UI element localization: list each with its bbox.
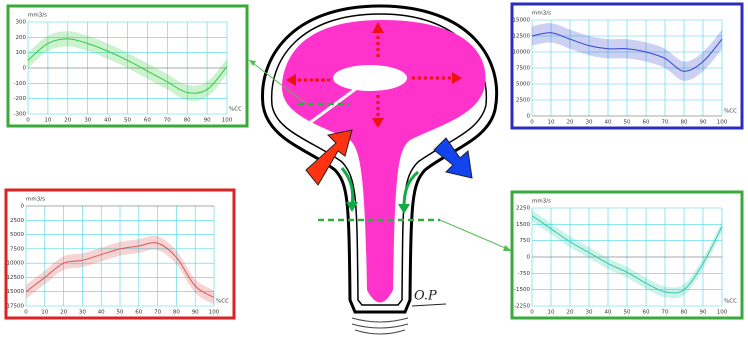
x-tick-label: 50 <box>117 310 124 316</box>
x-tick-label: 0 <box>26 118 30 124</box>
y-tick-label: 2250 <box>516 206 530 212</box>
y-tick-label: 2500 <box>10 218 24 224</box>
x-tick-label: 90 <box>204 118 211 124</box>
y-axis-label: mm3/s <box>26 197 45 203</box>
x-tick-label: 10 <box>41 310 48 316</box>
hole <box>333 65 407 91</box>
x-tick-label: 30 <box>586 120 593 126</box>
y-tick-label: 0 <box>21 204 25 210</box>
x-tick-label: 80 <box>681 120 688 126</box>
y-tick-label: 100 <box>16 50 27 56</box>
x-tick-label: 40 <box>104 118 111 124</box>
x-tick-label: 0 <box>24 310 28 316</box>
y-axis-label: mm3/s <box>532 199 551 205</box>
x-tick-label: 90 <box>700 120 707 126</box>
x-tick-label: 50 <box>624 120 631 126</box>
chart: mm3/s %CC 0 10 20 30 40 50 60 70 80 90 100 -300 -200 -1… <box>8 6 247 126</box>
diagram: O.P mm3/s%CC0102030405060708090100-300-2… <box>0 0 748 339</box>
y-tick-label: -1500 <box>514 287 530 293</box>
x-tick-label: 10 <box>44 118 51 124</box>
y-tick-label: 15000 <box>513 18 531 24</box>
x-tick-label: 100 <box>222 118 233 124</box>
x-tick-label: 80 <box>184 118 191 124</box>
x-tick-label: 70 <box>164 118 171 124</box>
y-tick-label: 7500 <box>516 66 530 72</box>
y-tick-label: -200 <box>14 96 27 102</box>
y-tick-label: -2250 <box>514 304 530 310</box>
chart: mm3/s %CC 0 10 20 30 40 50 60 70 80 90 100 -2250 -1500… <box>512 192 742 318</box>
bladder-drawing: O.P <box>249 6 512 334</box>
x-tick-label: 40 <box>605 310 612 316</box>
x-tick-label: 90 <box>700 310 707 316</box>
y-tick-label: -750 <box>518 271 531 277</box>
y-tick-label: 200 <box>16 35 27 41</box>
y-tick-label: 12500 <box>513 34 531 40</box>
x-tick-label: 30 <box>586 310 593 316</box>
y-tick-label: 7500 <box>10 246 24 252</box>
x-tick-label: 90 <box>192 310 199 316</box>
x-tick-label: 20 <box>64 118 71 124</box>
x-tick-label: 70 <box>662 120 669 126</box>
signature-underline <box>412 304 446 306</box>
y-tick-label: 0 <box>527 255 531 261</box>
x-tick-label: 0 <box>530 310 534 316</box>
x-tick-label: 100 <box>717 120 728 126</box>
x-tick-label: 20 <box>567 310 574 316</box>
x-axis-label: %CC <box>229 107 242 113</box>
y-tick-label: -300 <box>14 112 27 118</box>
x-tick-label: 50 <box>124 118 131 124</box>
signature: O.P <box>414 289 437 304</box>
x-axis-label: %CC <box>216 299 229 305</box>
x-tick-label: 100 <box>717 310 728 316</box>
x-tick-label: 0 <box>530 120 534 126</box>
y-tick-label: 1500 <box>516 222 530 228</box>
x-tick-label: 70 <box>154 310 161 316</box>
x-tick-label: 50 <box>624 310 631 316</box>
x-tick-label: 80 <box>681 310 688 316</box>
y-tick-label: 5000 <box>10 232 24 238</box>
y-tick-label: 2500 <box>516 98 530 104</box>
x-tick-label: 70 <box>662 310 669 316</box>
x-tick-label: 100 <box>209 310 220 316</box>
x-axis-label: %CC <box>724 109 737 115</box>
chart: mm3/s %CC 0 10 20 30 40 50 60 70 80 90 100 0 2500 5000 7… <box>6 190 234 318</box>
y-tick-label: 10000 <box>513 50 531 56</box>
y-tick-label: 300 <box>16 20 27 26</box>
y-tick-label: 10000 <box>7 261 25 267</box>
y-tick-label: 5000 <box>516 82 530 88</box>
x-axis-label: %CC <box>724 299 737 305</box>
x-tick-label: 40 <box>605 120 612 126</box>
chart: mm3/s %CC 0 10 20 30 40 50 60 70 80 90 100 0 2500 5000 7… <box>512 4 742 128</box>
x-tick-label: 10 <box>548 310 555 316</box>
x-tick-label: 30 <box>79 310 86 316</box>
x-tick-label: 80 <box>173 310 180 316</box>
x-tick-label: 60 <box>144 118 151 124</box>
y-tick-label: 17500 <box>7 304 25 310</box>
vibration-marks <box>352 318 408 334</box>
y-axis-label: mm3/s <box>28 13 47 19</box>
x-tick-label: 30 <box>84 118 91 124</box>
x-tick-label: 20 <box>60 310 67 316</box>
y-tick-label: 12500 <box>7 275 25 281</box>
y-tick-label: 0 <box>23 66 27 72</box>
x-tick-label: 60 <box>643 120 650 126</box>
x-tick-label: 60 <box>643 310 650 316</box>
y-tick-label: 750 <box>520 238 531 244</box>
y-tick-label: 0 <box>527 114 531 120</box>
x-tick-label: 10 <box>548 120 555 126</box>
y-axis-label: mm3/s <box>532 11 551 17</box>
x-tick-label: 20 <box>567 120 574 126</box>
x-tick-label: 60 <box>135 310 142 316</box>
y-tick-label: -100 <box>14 81 27 87</box>
y-tick-label: 15000 <box>7 289 25 295</box>
x-tick-label: 40 <box>98 310 105 316</box>
